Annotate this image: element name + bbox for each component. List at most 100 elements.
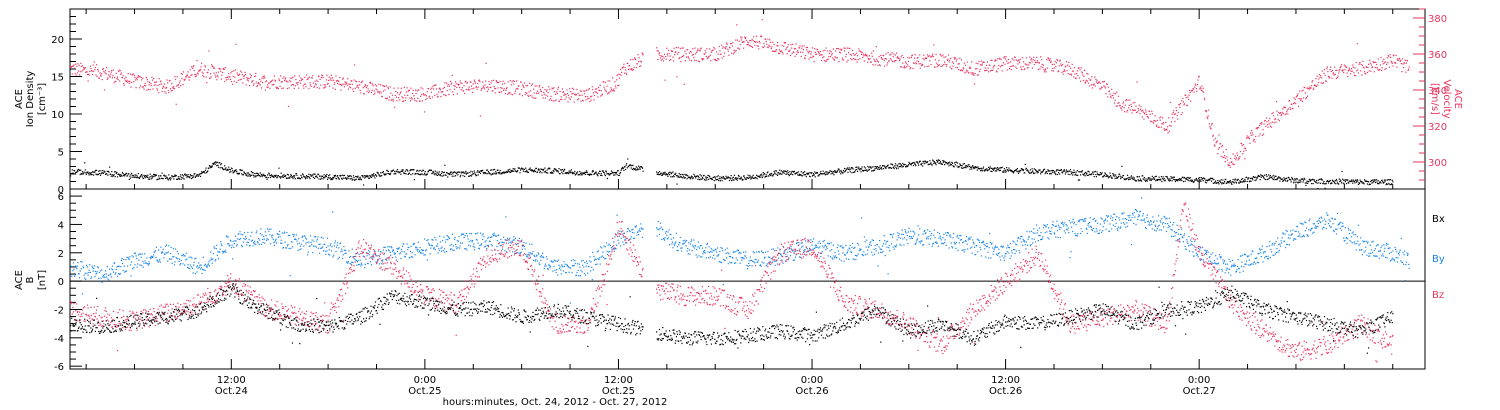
ion-density-point bbox=[454, 171, 456, 173]
velocity-point bbox=[256, 85, 258, 87]
ion-density-point bbox=[420, 174, 422, 176]
velocity-point bbox=[950, 57, 952, 59]
velocity-point bbox=[875, 60, 877, 62]
ion-density-point bbox=[578, 174, 580, 176]
ion-density-point bbox=[1158, 176, 1160, 178]
ion-density-point bbox=[1327, 182, 1330, 184]
by-point bbox=[128, 258, 130, 260]
by-point bbox=[147, 264, 150, 266]
velocity-point bbox=[758, 40, 760, 43]
velocity-point bbox=[977, 63, 979, 65]
ion-density-point bbox=[79, 173, 81, 176]
ion-density-point bbox=[811, 175, 814, 177]
ion-density-point bbox=[476, 171, 478, 173]
ion-density-point bbox=[633, 169, 635, 171]
velocity-point bbox=[431, 87, 433, 89]
velocity-point bbox=[744, 37, 746, 40]
velocity-point bbox=[666, 53, 668, 55]
ion-density-point bbox=[1158, 179, 1160, 181]
velocity-point bbox=[1234, 155, 1236, 157]
ion-density-point bbox=[123, 175, 125, 177]
ion-density-point bbox=[630, 164, 632, 166]
velocity-point bbox=[905, 61, 907, 63]
ion-density-point bbox=[470, 175, 473, 177]
ion-density-point bbox=[1229, 180, 1231, 183]
ion-density-point bbox=[890, 163, 892, 165]
velocity-point bbox=[1090, 79, 1092, 81]
ion-density-point bbox=[151, 177, 154, 179]
velocity-point bbox=[1250, 134, 1252, 136]
ion-density-point bbox=[663, 172, 666, 174]
ion-density-point bbox=[1173, 176, 1175, 178]
ion-density-point bbox=[228, 166, 230, 168]
velocity-point bbox=[233, 70, 235, 72]
ion-density-point bbox=[1081, 171, 1083, 173]
ion-density-point bbox=[583, 173, 585, 175]
velocity-point bbox=[1335, 69, 1337, 72]
ion-density-point bbox=[125, 172, 128, 174]
velocity-point bbox=[1386, 63, 1388, 65]
ion-density-point bbox=[1234, 178, 1236, 180]
ion-density-point bbox=[1308, 181, 1310, 183]
velocity-point bbox=[820, 59, 823, 62]
ion-density-point bbox=[89, 172, 91, 174]
ion-density-point bbox=[467, 172, 469, 174]
velocity-point bbox=[1028, 62, 1030, 64]
ion-density-point bbox=[730, 175, 732, 177]
velocity-point bbox=[707, 57, 709, 59]
ion-density-point bbox=[1024, 163, 1026, 165]
ion-density-point bbox=[1141, 180, 1143, 182]
velocity-point bbox=[992, 69, 994, 71]
ion-density-point bbox=[1079, 171, 1081, 173]
velocity-point bbox=[328, 79, 330, 81]
velocity-point bbox=[835, 50, 837, 52]
by-point bbox=[72, 270, 74, 272]
ion-density-point bbox=[1093, 176, 1095, 178]
velocity-point bbox=[260, 80, 262, 82]
ion-density-point bbox=[1125, 178, 1127, 180]
ion-density-point bbox=[320, 178, 322, 180]
ion-density-point bbox=[1257, 174, 1260, 177]
velocity-point bbox=[768, 44, 770, 46]
ion-density-point bbox=[1376, 181, 1378, 183]
velocity-point bbox=[389, 86, 391, 88]
velocity-point bbox=[337, 82, 339, 84]
ion-density-point bbox=[367, 175, 369, 177]
velocity-point bbox=[933, 44, 935, 46]
velocity-point bbox=[359, 84, 361, 86]
ion-density-point bbox=[1388, 179, 1391, 181]
velocity-point bbox=[326, 74, 328, 76]
ion-density-point bbox=[858, 166, 860, 168]
velocity-point bbox=[352, 90, 355, 92]
ion-density-point bbox=[1296, 181, 1298, 183]
velocity-point bbox=[79, 71, 81, 73]
ion-density-point bbox=[575, 173, 577, 175]
velocity-point bbox=[319, 87, 321, 89]
ion-density-point bbox=[347, 175, 349, 177]
ion-density-point bbox=[381, 175, 383, 177]
velocity-point bbox=[606, 85, 608, 87]
velocity-point bbox=[166, 79, 168, 81]
ion-density-point bbox=[1183, 176, 1186, 179]
ion-density-point bbox=[557, 170, 559, 172]
velocity-point bbox=[82, 69, 84, 71]
velocity-point bbox=[869, 58, 871, 60]
ion-density-point bbox=[189, 174, 191, 176]
velocity-point bbox=[1134, 101, 1136, 103]
ion-density-point bbox=[773, 170, 775, 172]
velocity-point bbox=[613, 90, 615, 92]
ion-density-point bbox=[462, 175, 464, 177]
ion-density-point bbox=[186, 176, 188, 178]
ion-density-point bbox=[348, 178, 350, 180]
ion-density-point bbox=[728, 179, 731, 182]
ion-density-point bbox=[383, 173, 385, 175]
velocity-point bbox=[1337, 75, 1339, 77]
ion-density-point bbox=[1126, 178, 1128, 180]
ion-density-point bbox=[1389, 184, 1391, 186]
ion-density-point bbox=[442, 175, 444, 177]
ion-density-point bbox=[1080, 174, 1082, 176]
ion-density-point bbox=[1155, 180, 1157, 182]
velocity-point bbox=[1377, 58, 1379, 60]
velocity-point bbox=[255, 81, 257, 83]
ion-density-point bbox=[456, 173, 458, 175]
